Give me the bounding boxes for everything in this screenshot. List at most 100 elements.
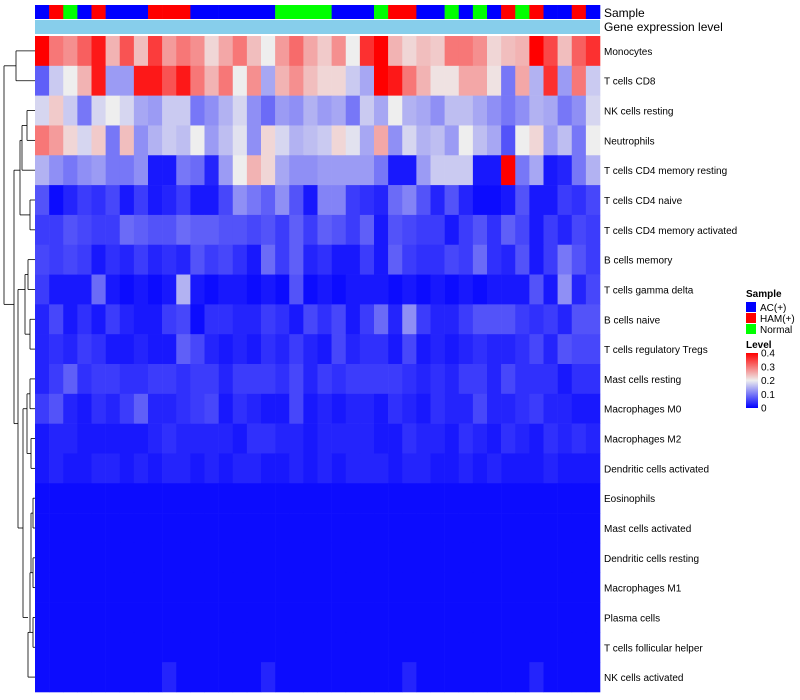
heatmap-cell	[218, 65, 234, 96]
heatmap-cell	[91, 662, 106, 693]
heatmap-cell	[331, 95, 347, 126]
heatmap-cell	[359, 423, 375, 454]
heatmap-cell	[63, 274, 78, 305]
heatmap-cell	[133, 662, 149, 693]
heatmap-cell	[416, 214, 431, 246]
row-label: Neutrophils	[604, 136, 655, 147]
heatmap-cell	[261, 572, 276, 603]
heatmap-cell	[133, 632, 149, 663]
heatmap-cell	[487, 334, 502, 365]
heatmap-cell	[246, 244, 262, 275]
heatmap-cell	[49, 95, 64, 126]
heatmap-cell	[529, 364, 544, 395]
heatmap-cell	[77, 185, 92, 216]
heatmap-cell	[246, 125, 262, 156]
row-label: Macrophages M0	[604, 405, 682, 416]
heatmap-cell	[275, 572, 290, 603]
heatmap-cell	[176, 364, 191, 395]
heatmap-cell	[176, 125, 191, 156]
heatmap-cell	[303, 632, 318, 663]
sample-cell-11	[190, 5, 205, 19]
sample-cell-4	[91, 5, 106, 19]
heatmap-cell	[402, 542, 417, 574]
heatmap-cell	[204, 125, 219, 156]
heatmap-cell	[444, 542, 460, 574]
heatmap-cell	[232, 453, 248, 484]
sample-cell-6	[119, 5, 135, 19]
row-label: Macrophages M2	[604, 435, 682, 446]
heatmap-cell	[388, 36, 403, 67]
sample-cell-28	[430, 5, 445, 19]
heatmap-cell	[275, 602, 290, 633]
heatmap-cell	[275, 274, 290, 305]
heatmap-cell	[204, 155, 219, 186]
heatmap-cell	[275, 214, 290, 246]
heatmap-cell	[416, 125, 431, 156]
heatmap-cell	[458, 155, 474, 186]
heatmap-cell	[35, 632, 50, 663]
heatmap-cell	[246, 364, 262, 395]
heatmap-cell	[430, 423, 445, 454]
heatmap-cell	[204, 602, 219, 633]
heatmap-cell	[162, 542, 177, 574]
heatmap-cell	[204, 36, 219, 67]
heatmap-cell	[162, 632, 177, 663]
heatmap-cell	[35, 185, 50, 216]
heatmap-cell	[91, 65, 106, 96]
heatmap-cell	[204, 364, 219, 395]
heatmap-cell	[388, 244, 403, 275]
heatmap-cell	[388, 453, 403, 484]
heatmap-cell	[303, 65, 318, 96]
heatmap-cell	[444, 274, 460, 305]
heatmap-cell	[119, 214, 135, 246]
heatmap-cell	[105, 95, 121, 126]
row-label: Monocytes	[604, 47, 652, 58]
heatmap-cell	[472, 453, 488, 484]
heatmap-cell	[374, 632, 389, 663]
heatmap-cell	[303, 185, 318, 216]
heatmap-cell	[119, 453, 135, 484]
heatmap-cell	[63, 572, 78, 603]
heatmap-cell	[359, 632, 375, 663]
heatmap-cell	[402, 632, 417, 663]
heatmap-cell	[105, 125, 121, 156]
heatmap-cell	[515, 304, 530, 335]
heatmap-cell	[77, 662, 92, 693]
heatmap-cell	[331, 602, 347, 633]
heatmap-cell	[119, 483, 135, 514]
heatmap-cell	[218, 393, 234, 424]
heatmap-cell	[571, 632, 587, 663]
heatmap-cell	[289, 393, 304, 424]
heatmap-cell	[585, 214, 601, 246]
heatmap-cell	[402, 453, 417, 484]
heatmap-cell	[557, 453, 573, 484]
heatmap-cell	[317, 185, 332, 216]
expression-track-label: Gene expression level	[604, 20, 723, 34]
heatmap-cell	[458, 244, 474, 275]
heatmap-cell	[557, 244, 573, 275]
heatmap-cell	[49, 334, 64, 365]
heatmap-cell	[218, 125, 234, 156]
heatmap-cell	[218, 602, 234, 633]
heatmap-cell	[232, 304, 248, 335]
heatmap-cell	[571, 423, 587, 454]
heatmap-cell	[232, 65, 248, 96]
heatmap-cell	[359, 572, 375, 603]
heatmap-cell	[543, 662, 558, 693]
heatmap-cell	[458, 602, 474, 633]
heatmap-cell	[458, 36, 474, 67]
heatmap-cell	[359, 513, 375, 544]
heatmap-cell	[176, 423, 191, 454]
heatmap-cell	[515, 423, 530, 454]
heatmap-cell	[501, 36, 516, 67]
heatmap-cell	[162, 393, 177, 424]
heatmap-cell	[585, 632, 601, 663]
heatmap-cell	[63, 542, 78, 574]
sample-cell-2	[63, 5, 78, 19]
heatmap-cell	[261, 423, 276, 454]
heatmap-cell	[261, 95, 276, 126]
heatmap-cell	[585, 185, 601, 216]
sample-cell-14	[232, 5, 248, 19]
heatmap-cell	[317, 453, 332, 484]
